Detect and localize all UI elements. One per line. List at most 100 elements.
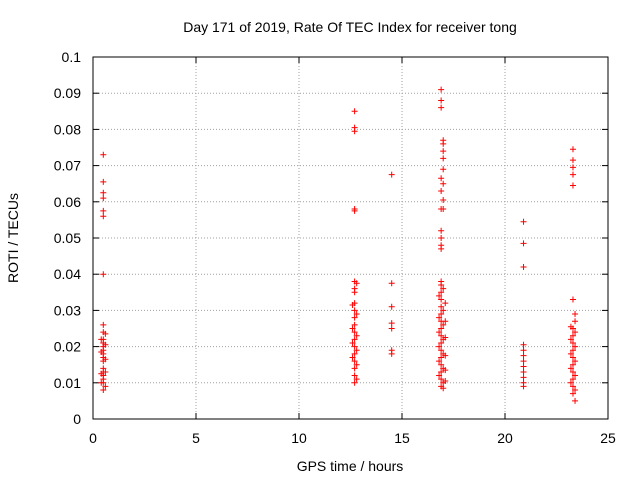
data-point (572, 318, 579, 325)
data-point (438, 296, 445, 303)
y-tick-label: 0.01 (54, 375, 81, 391)
data-point (438, 376, 445, 383)
data-point (567, 379, 574, 386)
data-point (102, 368, 109, 375)
data-point (351, 307, 358, 314)
data-point (388, 171, 395, 178)
data-point (436, 314, 443, 321)
data-point (353, 332, 360, 339)
data-point (567, 323, 574, 330)
data-point (351, 336, 358, 343)
data-point (567, 365, 574, 372)
x-tick-label: 20 (497, 430, 513, 446)
y-tick-label: 0.03 (54, 302, 81, 318)
data-point (353, 376, 360, 383)
data-point (572, 397, 579, 404)
data-point (100, 321, 107, 328)
data-point (440, 166, 447, 173)
x-tick-label: 10 (291, 430, 307, 446)
data-point (442, 300, 449, 307)
grid-lines (93, 57, 608, 419)
data-point (351, 372, 358, 379)
data-point (388, 350, 395, 357)
data-point (572, 387, 579, 394)
data-point (438, 289, 445, 296)
data-point (572, 372, 579, 379)
x-axis-label: GPS time / hours (297, 458, 404, 474)
data-point (100, 271, 107, 278)
data-point (351, 108, 358, 115)
data-point (349, 354, 356, 361)
data-point (349, 325, 356, 332)
data-point (100, 207, 107, 214)
data-point (520, 352, 527, 359)
y-tick-label: 0.08 (54, 121, 81, 137)
data-point (438, 104, 445, 111)
y-tick-label: 0.02 (54, 339, 81, 355)
x-tick-label: 25 (600, 430, 616, 446)
data-point (436, 292, 443, 299)
data-point (442, 352, 449, 359)
data-point (520, 374, 527, 381)
data-point (98, 379, 105, 386)
data-point (438, 303, 445, 310)
data-point (520, 263, 527, 270)
data-point (520, 347, 527, 354)
data-point (572, 343, 579, 350)
data-point (569, 390, 576, 397)
data-point (520, 341, 527, 348)
y-tick-label: 0 (73, 411, 81, 427)
data-point (438, 368, 445, 375)
y-axis-label: ROTI / TECUs (5, 193, 21, 283)
data-point (351, 350, 358, 357)
chart-title: Day 171 of 2019, Rate Of TEC Index for r… (183, 19, 517, 35)
y-tick-label: 0.04 (54, 266, 81, 282)
data-point (440, 385, 447, 392)
data-point (102, 383, 109, 390)
data-point (102, 341, 109, 348)
data-point (349, 339, 356, 346)
x-tick-label: 0 (89, 430, 97, 446)
data-point (569, 182, 576, 189)
data-point (438, 325, 445, 332)
data-point (436, 329, 443, 336)
data-point (440, 321, 447, 328)
data-point (520, 363, 527, 370)
data-point (100, 195, 107, 202)
data-point (569, 383, 576, 390)
data-point (569, 296, 576, 303)
y-tick-label: 0.07 (54, 158, 81, 174)
data-point (442, 367, 449, 374)
data-point (353, 311, 360, 318)
data-point (438, 311, 445, 318)
y-tick-label: 0.06 (54, 194, 81, 210)
data-point (349, 301, 356, 308)
data-point (569, 146, 576, 153)
data-point (100, 151, 107, 158)
data-point (569, 164, 576, 171)
data-point (353, 361, 360, 368)
data-point (569, 332, 576, 339)
x-tick-labels: 0 5 10 15 20 25 (89, 430, 616, 446)
data-point (440, 206, 447, 213)
data-point (102, 330, 109, 337)
data-point (351, 365, 358, 372)
data-point (440, 196, 447, 203)
data-point (438, 97, 445, 104)
data-point (520, 368, 527, 375)
y-tick-label: 0.09 (54, 85, 81, 101)
data-point (569, 354, 576, 361)
data-point (351, 321, 358, 328)
data-point (353, 280, 360, 287)
data-point (351, 207, 358, 214)
axis-ticks (92, 56, 609, 420)
data-point (351, 329, 358, 336)
plot-frame (92, 56, 609, 420)
data-point (569, 171, 576, 178)
data-point (351, 343, 358, 350)
data-point (98, 349, 105, 356)
data-point (436, 358, 443, 365)
data-point (436, 372, 443, 379)
data-point (569, 347, 576, 354)
data-point (102, 356, 109, 363)
